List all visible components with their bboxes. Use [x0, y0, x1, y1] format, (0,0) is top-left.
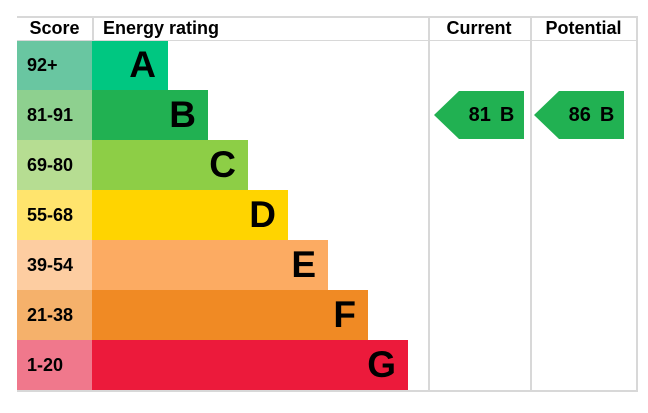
table-bottom-border — [17, 390, 638, 392]
band-d-bar: D — [92, 190, 288, 240]
band-f-bar: F — [92, 290, 368, 340]
potential-rating-band: B — [599, 103, 615, 126]
band-f-letter: F — [333, 294, 356, 335]
band-a-letter: A — [129, 44, 156, 85]
table-right-border — [636, 16, 638, 392]
band-c-letter: C — [209, 144, 236, 185]
band-d-letter: D — [249, 194, 276, 235]
band-g-bar: G — [92, 340, 408, 390]
band-e-letter: E — [291, 244, 316, 285]
band-a-score-range: 92+ — [17, 40, 92, 90]
band-g-letter: G — [367, 344, 396, 385]
score-header-divider — [92, 16, 94, 41]
potential-column-divider — [530, 16, 532, 392]
band-b-letter: B — [169, 94, 196, 135]
header-underline — [17, 40, 638, 41]
band-row-c: 69-80 C — [17, 140, 637, 190]
band-c-score-range: 69-80 — [17, 140, 92, 190]
current-column-divider — [428, 16, 430, 392]
band-f-score-range: 21-38 — [17, 290, 92, 340]
band-c-bar: C — [92, 140, 248, 190]
band-g-score-range: 1-20 — [17, 340, 92, 390]
potential-rating-value: 86 — [568, 103, 591, 126]
current-rating-value: 81 — [468, 103, 491, 126]
band-e-score-range: 39-54 — [17, 240, 92, 290]
score-column-header: Score — [29, 18, 80, 38]
current-rating-band: B — [499, 103, 515, 126]
current-column-header: Current — [446, 18, 512, 38]
table-top-border — [17, 16, 638, 18]
energy-rating-column-header: Energy rating — [103, 18, 220, 38]
band-row-b: 81-91 B — [17, 90, 637, 140]
band-row-g: 1-20 G — [17, 340, 637, 390]
band-d-score-range: 55-68 — [17, 190, 92, 240]
band-row-d: 55-68 D — [17, 190, 637, 240]
band-b-score-range: 81-91 — [17, 90, 92, 140]
band-row-e: 39-54 E — [17, 240, 637, 290]
potential-column-header: Potential — [545, 18, 622, 38]
band-b-bar: B — [92, 90, 208, 140]
band-row-a: 92+ A — [17, 40, 637, 90]
band-a-bar: A — [92, 40, 168, 90]
band-row-f: 21-38 F — [17, 290, 637, 340]
band-e-bar: E — [92, 240, 328, 290]
